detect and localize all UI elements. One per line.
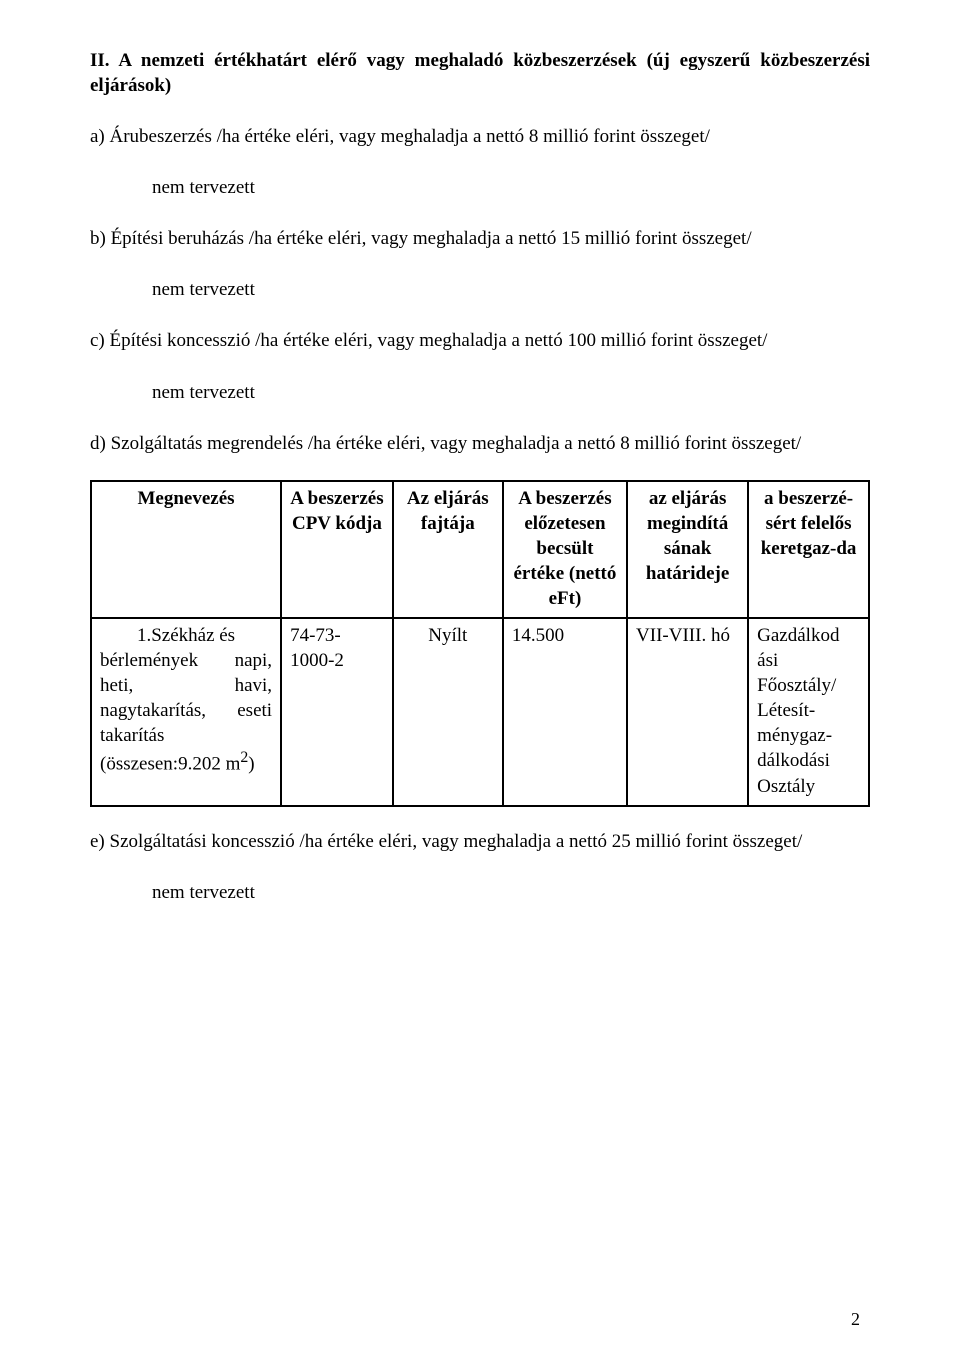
cell-deadline: VII-VIII. hó [627,618,748,806]
item-b: b) Építési beruházás /ha értéke eléri, v… [90,226,870,251]
cell-type: Nyílt [393,618,503,806]
note-c: nem tervezett [152,380,870,405]
cell-name-close: ) [248,754,254,775]
cell-name: 1.Székház és bérlemények napi, heti, hav… [91,618,281,806]
cell-cpv: 74-73-1000-2 [281,618,393,806]
page-container: II. A nemzeti értékhatárt elérő vagy meg… [0,0,960,1354]
cell-value: 14.500 [503,618,627,806]
th-value: A beszerzés előzetesen becsült értéke (n… [503,481,627,618]
th-responsible: a beszerzé-sért felelős keretgaz-da [748,481,869,618]
item-c: c) Építési koncesszió /ha értéke eléri, … [90,328,870,353]
th-deadline: az eljárás megindítá sának határideje [627,481,748,618]
th-name: Megnevezés [91,481,281,618]
table-row: 1.Székház és bérlemények napi, heti, hav… [91,618,869,806]
table-header-row: Megnevezés A beszerzés CPV kódja Az eljá… [91,481,869,618]
item-e: e) Szolgáltatási koncesszió /ha értéke e… [90,829,870,854]
note-a: nem tervezett [152,175,870,200]
note-e: nem tervezett [152,880,870,905]
cell-name-line1: 1.Székház és [100,623,272,648]
item-d: d) Szolgáltatás megrendelés /ha értéke e… [90,431,870,456]
procurement-table: Megnevezés A beszerzés CPV kódja Az eljá… [90,480,870,807]
cell-responsible: Gazdálkod ási Főosztály/ Létesít-ménygaz… [748,618,869,806]
note-b: nem tervezett [152,277,870,302]
item-a: a) Árubeszerzés /ha értéke eléri, vagy m… [90,124,870,149]
th-cpv: A beszerzés CPV kódja [281,481,393,618]
page-number: 2 [851,1308,860,1332]
section-title: II. A nemzeti értékhatárt elérő vagy meg… [90,48,870,98]
th-type: Az eljárás fajtája [393,481,503,618]
